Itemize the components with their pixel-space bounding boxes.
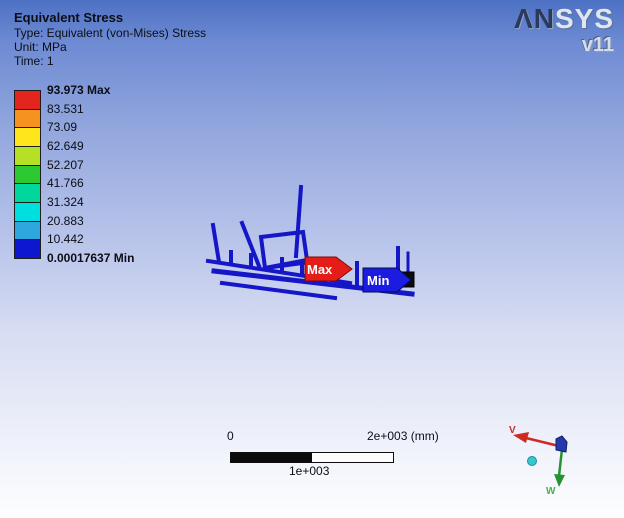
result-info-block: Equivalent Stress Type: Equivalent (von-… bbox=[14, 10, 206, 68]
triad-origin-sphere[interactable] bbox=[527, 456, 537, 466]
legend-band bbox=[15, 164, 40, 184]
axis-1-label: V bbox=[509, 425, 516, 436]
result-type: Type: Equivalent (von-Mises) Stress bbox=[14, 26, 207, 40]
ruler-left-value: 0 bbox=[227, 429, 234, 443]
min-probe-callout[interactable]: Min bbox=[362, 267, 412, 293]
max-probe-callout[interactable]: Max bbox=[304, 256, 353, 282]
legend-band bbox=[15, 183, 40, 203]
exhaust-stack-member[interactable] bbox=[293, 184, 304, 259]
legend-band bbox=[15, 127, 40, 147]
legend-value: 31.324 bbox=[47, 195, 84, 209]
orientation-triad[interactable]: V W bbox=[505, 418, 580, 503]
ruler-middle-value: 1e+003 bbox=[289, 464, 330, 478]
legend-value: 41.766 bbox=[47, 176, 84, 190]
legend-band bbox=[15, 202, 40, 221]
legend-value: 62.649 bbox=[47, 139, 84, 153]
result-unit: Unit: MPa bbox=[14, 40, 67, 54]
axis-1-arrowhead[interactable] bbox=[513, 432, 529, 443]
min-probe-label: Min bbox=[367, 273, 389, 288]
legend-band bbox=[15, 220, 40, 240]
axis-out-of-plane-marker[interactable] bbox=[555, 435, 568, 453]
triad-axis-1[interactable]: V bbox=[509, 425, 564, 449]
legend-value: 20.883 bbox=[47, 214, 84, 228]
scale-ruler-black-half bbox=[231, 453, 312, 462]
legend-value-min: 0.00017637 Min bbox=[47, 251, 135, 265]
axis-2-label: W bbox=[546, 486, 556, 497]
ansys-logo: ΛNSYS v11 bbox=[514, 5, 614, 56]
max-probe-label: Max bbox=[307, 262, 333, 277]
legend-band bbox=[15, 108, 40, 128]
lower-rail-member[interactable] bbox=[219, 280, 338, 301]
ansys-wordmark: ΛNSYS bbox=[514, 5, 614, 33]
ansys-version: v11 bbox=[581, 34, 614, 56]
legend-value: 73.09 bbox=[47, 120, 78, 134]
max-probe-arrow[interactable] bbox=[304, 256, 353, 282]
result-title: Equivalent Stress bbox=[14, 10, 124, 25]
min-probe-arrow[interactable] bbox=[362, 267, 412, 293]
ruler-right-value: 2e+003 (mm) bbox=[367, 429, 439, 443]
triad-axis-2[interactable]: W bbox=[546, 448, 565, 497]
ansys-wordmark-light: SYS bbox=[554, 3, 614, 34]
axis-2-shaft[interactable] bbox=[557, 448, 564, 477]
axis-2-arrowhead[interactable] bbox=[554, 474, 565, 487]
result-time: Time: 1 bbox=[14, 54, 54, 68]
scale-ruler bbox=[230, 452, 394, 463]
left-post-member[interactable] bbox=[210, 222, 222, 265]
contour-legend-bar bbox=[14, 90, 41, 259]
legend-band bbox=[15, 239, 40, 259]
left-diagonal-member[interactable] bbox=[239, 220, 262, 269]
ansys-wordmark-dark: ΛN bbox=[514, 3, 555, 34]
model-canvas[interactable]: Max Min bbox=[200, 178, 430, 308]
legend-band bbox=[15, 91, 40, 109]
legend-value-max: 93.973 Max bbox=[47, 83, 111, 97]
legend-value: 10.442 bbox=[47, 232, 84, 246]
legend-value: 52.207 bbox=[47, 158, 84, 172]
legend-band bbox=[15, 146, 40, 165]
legend-value: 83.531 bbox=[47, 102, 84, 116]
